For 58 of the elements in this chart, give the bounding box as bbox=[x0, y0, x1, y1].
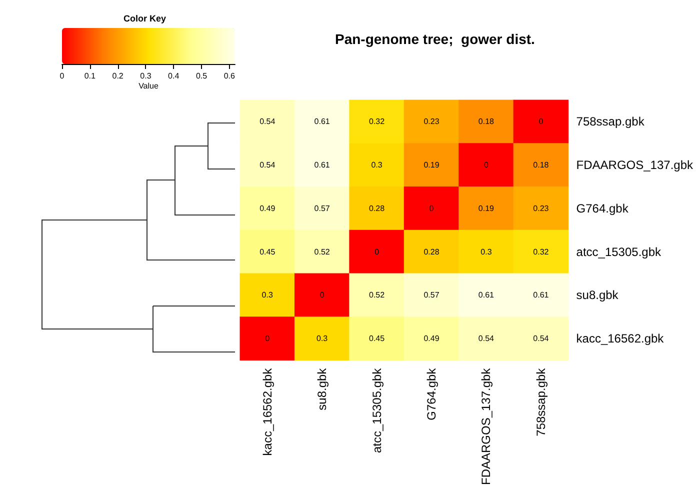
data-label: 0.3 bbox=[316, 334, 328, 344]
x-tick-label: 758ssap.gbk bbox=[534, 367, 548, 436]
y-tick-label: FDAARGOS_137.gbk bbox=[576, 158, 694, 172]
x-tick-label: su8.gbk bbox=[315, 367, 330, 410]
data-label: 0 bbox=[429, 204, 434, 213]
data-label: 0.54 bbox=[533, 334, 550, 344]
data-label: 0 bbox=[484, 160, 489, 170]
color-bar-label: 0.4 bbox=[168, 72, 180, 80]
color-bar-label: 0.1 bbox=[84, 72, 96, 80]
data-label: 0 bbox=[538, 117, 544, 126]
chart-title: Pan-genome tree; gower dist. bbox=[335, 31, 535, 47]
color-bar-title: Value bbox=[138, 82, 159, 90]
data-label: 0.19 bbox=[478, 204, 495, 213]
x-tick-label: kacc_16562.gbk bbox=[260, 367, 274, 456]
x-tick-label: atcc_15305.gbk bbox=[370, 367, 384, 454]
data-label: 0.61 bbox=[533, 290, 550, 300]
data-label: 0.49 bbox=[424, 334, 440, 344]
data-label: 0.54 bbox=[260, 160, 276, 170]
data-label: 0.52 bbox=[314, 247, 330, 256]
data-label: 0.3 bbox=[371, 160, 383, 170]
y-tick-label: 758ssap.gbk bbox=[576, 114, 646, 129]
data-label: 0.52 bbox=[368, 290, 386, 300]
data-label: 0.3 bbox=[262, 290, 274, 300]
data-label: 0.18 bbox=[478, 117, 495, 126]
data-label: 0.32 bbox=[368, 117, 386, 126]
color-bar-label: 0.3 bbox=[140, 72, 152, 80]
data-label: 0.28 bbox=[424, 247, 440, 256]
data-label: 0.54 bbox=[260, 117, 276, 126]
data-label: 0.18 bbox=[533, 160, 550, 170]
y-tick-label: atcc_15305.gbk bbox=[576, 244, 662, 259]
color-bar-label: 0.6 bbox=[224, 72, 236, 80]
data-label: 0.57 bbox=[314, 204, 330, 213]
data-label: 0.32 bbox=[533, 247, 550, 256]
y-tick-label: kacc_16562.gbk bbox=[576, 332, 665, 346]
data-label: 0.61 bbox=[314, 117, 330, 126]
data-label: 0.3 bbox=[480, 247, 492, 256]
data-label: 0.57 bbox=[424, 290, 440, 300]
data-label: 0.45 bbox=[260, 247, 276, 256]
data-label: 0.23 bbox=[424, 117, 440, 126]
data-label: 0.61 bbox=[478, 290, 495, 300]
data-label: 0.54 bbox=[478, 334, 495, 344]
color-bar-label: 0.2 bbox=[112, 72, 124, 80]
data-label: 0.23 bbox=[533, 204, 550, 213]
data-label: 0.45 bbox=[368, 334, 386, 344]
data-label: 0 bbox=[320, 290, 325, 300]
data-label: 0 bbox=[265, 334, 270, 344]
data-label: 0.49 bbox=[260, 204, 276, 213]
data-label: 0 bbox=[374, 247, 380, 256]
x-tick-label: G764.gbk bbox=[424, 367, 438, 420]
data-label: 0.61 bbox=[314, 160, 330, 170]
y-tick-label: su8.gbk bbox=[576, 288, 620, 302]
color-bar-label: 0 bbox=[60, 72, 65, 80]
data-label: 0.19 bbox=[424, 160, 440, 170]
color-bar-label: 0.5 bbox=[196, 72, 208, 80]
data-label: 0.28 bbox=[368, 204, 386, 213]
text: Color Key bbox=[124, 14, 166, 24]
y-tick-label: G764.gbk bbox=[576, 201, 630, 216]
x-tick-label: FDAARGOS_137.gbk bbox=[479, 367, 494, 485]
